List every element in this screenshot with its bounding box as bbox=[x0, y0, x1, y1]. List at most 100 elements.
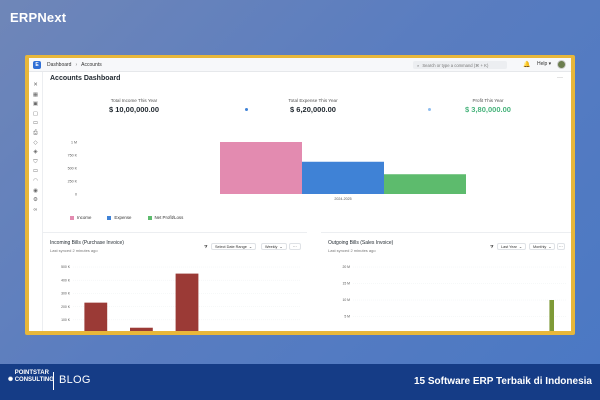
avatar[interactable] bbox=[557, 60, 566, 69]
period-select[interactable]: Weekly ⌄ bbox=[261, 243, 287, 250]
folder-open-icon[interactable]: ▭ bbox=[32, 168, 39, 175]
chevron-down-icon: ⌄ bbox=[518, 245, 523, 249]
footer-banner: ✺ POINTSTAR CONSULTING BLOG 15 Software … bbox=[0, 364, 600, 400]
help-dropdown[interactable]: Help ▾ bbox=[537, 61, 552, 67]
briefcase-icon[interactable]: ▣ bbox=[32, 101, 39, 108]
breadcrumb-accounts[interactable]: Accounts bbox=[81, 61, 102, 68]
y-tick-label: 1 M bbox=[71, 140, 77, 144]
y-tick-label: 500 K bbox=[68, 166, 78, 170]
card-value: $ 10,00,000.00 bbox=[108, 105, 160, 114]
footer-title: 15 Software ERP Terbaik di Indonesia bbox=[413, 376, 592, 387]
y-tick-label: 10 M bbox=[342, 298, 350, 302]
panel-menu-button[interactable]: ··· bbox=[557, 243, 565, 250]
date-range-label: Last Year bbox=[501, 244, 517, 249]
pointstar-logo: ✺ POINTSTAR CONSULTING bbox=[8, 370, 54, 383]
link-icon[interactable]: ∞ bbox=[33, 206, 38, 213]
legend-expense[interactable]: Expense bbox=[107, 215, 132, 220]
y-tick-label: 750 K bbox=[68, 153, 78, 157]
logo-text: POINTSTAR CONSULTING bbox=[14, 370, 54, 383]
y-tick-label: 250 K bbox=[68, 179, 78, 183]
period-label: Weekly bbox=[265, 244, 278, 249]
panel-title: Incoming Bills (Purchase Invoice) bbox=[50, 240, 124, 246]
card-profit[interactable]: Profit This Year $ 3,80,000.00 bbox=[413, 98, 563, 114]
date-range-select[interactable]: Select Date Range ⌄ bbox=[211, 243, 257, 250]
legend-swatch bbox=[107, 215, 112, 220]
legend-label: Expense bbox=[114, 215, 132, 220]
cube-icon[interactable]: ◇ bbox=[33, 139, 38, 146]
card-label: Total Income This Year bbox=[110, 98, 158, 103]
legend-label: Net Profit/Loss bbox=[154, 215, 184, 220]
outgoing-bills-panel: Outgoing Bills (Sales Invoice) Last sync… bbox=[321, 232, 571, 331]
y-tick-label: 200 K bbox=[61, 305, 71, 309]
main-content: Accounts Dashboard ··· Total Income This… bbox=[43, 72, 571, 331]
legend-swatch bbox=[70, 215, 74, 220]
headset-icon[interactable]: ◠ bbox=[33, 177, 38, 184]
tag-icon[interactable]: ◈ bbox=[33, 149, 38, 156]
bar bbox=[84, 302, 108, 331]
filter-icon[interactable]: ⧩ bbox=[201, 243, 211, 250]
card-value: $ 6,20,000.00 bbox=[290, 105, 336, 114]
profit-loss-chart: 0 250 K 500 K 750 K 1 M 2024-2025 bbox=[68, 140, 466, 201]
legend-swatch bbox=[147, 215, 152, 220]
chevron-down-icon: ⌄ bbox=[548, 245, 552, 249]
card-total-income[interactable]: Total Income This Year $ 10,00,000.00 bbox=[59, 98, 209, 114]
panel-sync-status: Last synced 2 minutes ago bbox=[50, 248, 98, 253]
expense-indicator-dot bbox=[428, 108, 431, 111]
card-label: Total Expense This Year bbox=[288, 98, 338, 103]
sidebar: ✕ ▦ ▣ ▢ ▭ ⎙ ◇ ◈ ⛉ ▭ ◠ ◉ ⚙ ∞ bbox=[29, 72, 43, 331]
breadcrumb-dashboard[interactable]: Dashboard bbox=[47, 61, 72, 68]
y-tick-label: 0 bbox=[75, 192, 77, 196]
help-label: Help bbox=[537, 61, 548, 67]
page-title: Accounts Dashboard bbox=[50, 75, 121, 82]
date-range-select[interactable]: Last Year ⌄ bbox=[497, 243, 527, 250]
footer-divider bbox=[53, 372, 54, 390]
date-range-label: Select Date Range bbox=[215, 244, 247, 249]
chevron-down-icon: ⌄ bbox=[279, 245, 283, 249]
legend-label: Income bbox=[77, 215, 92, 220]
calendar-icon[interactable]: ▦ bbox=[32, 91, 39, 98]
y-tick-label: 400 K bbox=[61, 278, 71, 282]
search-input[interactable]: ⌕ Search or type a command (⌘ + K) bbox=[413, 61, 507, 69]
bar bbox=[130, 327, 153, 331]
y-tick-label: 500 K bbox=[61, 265, 71, 269]
card-value: $ 3,80,000.00 bbox=[465, 105, 511, 114]
bar-income bbox=[220, 142, 302, 194]
app-logo-icon[interactable]: E bbox=[33, 60, 41, 69]
panel-menu-button[interactable]: ··· bbox=[289, 243, 301, 250]
x-tick-label: 2024-2025 bbox=[334, 197, 351, 201]
y-tick-label: 5 M bbox=[344, 315, 350, 319]
shield-icon[interactable]: ⛉ bbox=[33, 158, 38, 165]
filter-icon[interactable]: ⧩ bbox=[487, 243, 497, 250]
panel-sync-status: Last synced 2 minutes ago bbox=[328, 248, 376, 253]
printer-icon[interactable]: ⎙ bbox=[33, 129, 38, 136]
legend-income[interactable]: Income bbox=[70, 215, 91, 220]
user-settings-icon[interactable]: ◉ bbox=[33, 187, 38, 194]
bar bbox=[175, 273, 199, 331]
period-select[interactable]: Monthly ⌄ bbox=[529, 243, 556, 250]
search-placeholder: Search or type a command (⌘ + K) bbox=[422, 62, 489, 68]
breadcrumb-separator: › bbox=[75, 61, 78, 68]
card-total-expense[interactable]: Total Expense This Year $ 6,20,000.00 bbox=[238, 98, 388, 114]
incoming-bills-panel: Incoming Bills (Purchase Invoice) Last s… bbox=[43, 232, 307, 331]
chart-legend: Income Expense Net Profit/Loss bbox=[70, 215, 183, 220]
legend-net-profit[interactable]: Net Profit/Loss bbox=[147, 215, 184, 220]
erpnext-brand: ERPNext bbox=[10, 10, 67, 25]
y-tick-label: 100 K bbox=[61, 318, 71, 322]
y-tick-label: 300 K bbox=[61, 292, 71, 296]
settings-icon[interactable]: ⚙ bbox=[33, 197, 38, 204]
y-tick-label: 15 M bbox=[342, 282, 350, 286]
box-icon[interactable]: ▢ bbox=[32, 110, 39, 117]
bar bbox=[549, 300, 555, 331]
bell-icon[interactable]: 🔔 bbox=[523, 62, 531, 68]
folder-icon[interactable]: ▭ bbox=[32, 120, 39, 127]
search-icon: ⌕ bbox=[417, 62, 420, 68]
bar-net-profit-loss bbox=[384, 174, 466, 194]
page-menu-button[interactable]: ··· bbox=[557, 75, 563, 81]
card-label: Profit This Year bbox=[472, 98, 504, 103]
tools-icon[interactable]: ✕ bbox=[33, 82, 38, 88]
panel-title: Outgoing Bills (Sales Invoice) bbox=[328, 240, 394, 246]
bar-expense bbox=[302, 161, 384, 194]
period-label: Monthly bbox=[533, 244, 547, 249]
